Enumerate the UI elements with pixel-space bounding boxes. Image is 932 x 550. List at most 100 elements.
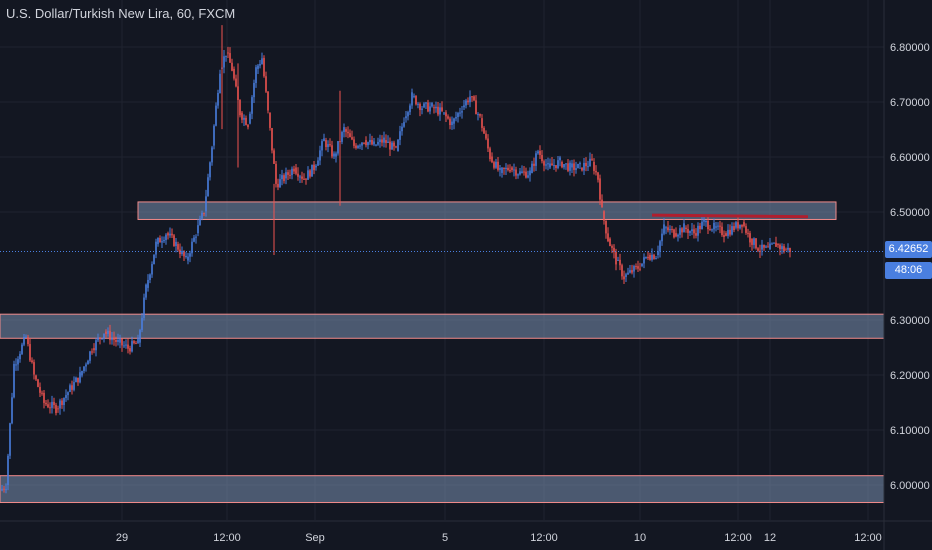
- candle-body: [383, 137, 385, 143]
- candle: [641, 263, 643, 268]
- candle-body: [709, 229, 711, 231]
- candle: [303, 173, 305, 181]
- candle: [549, 158, 551, 169]
- candle-body: [601, 199, 603, 208]
- candle-body: [485, 133, 487, 139]
- candle-body: [63, 397, 65, 405]
- candle-body: [503, 167, 505, 170]
- candle: [79, 366, 81, 384]
- candle: [531, 160, 533, 174]
- candle-body: [555, 165, 557, 168]
- candle: [411, 88, 413, 109]
- candle-body: [669, 228, 671, 231]
- candle-body: [481, 118, 483, 128]
- candle-body: [611, 246, 613, 248]
- candle-body: [205, 196, 207, 212]
- candle-body: [319, 150, 321, 161]
- candle-body: [121, 338, 123, 346]
- candle-body: [447, 116, 449, 119]
- candle-body: [483, 127, 485, 134]
- candle: [671, 225, 673, 233]
- candle: [51, 395, 53, 414]
- candle: [249, 111, 251, 125]
- candle-body: [397, 139, 399, 152]
- candle: [775, 236, 777, 247]
- candle: [307, 166, 309, 180]
- candle: [517, 173, 519, 179]
- candle: [447, 114, 449, 120]
- candle-body: [209, 162, 211, 178]
- candle: [663, 218, 665, 236]
- candle-body: [579, 163, 581, 165]
- candle-body: [51, 401, 53, 408]
- candle-body: [617, 259, 619, 261]
- candle-body: [315, 165, 317, 168]
- candle-body: [343, 127, 345, 133]
- candle-body: [513, 169, 515, 171]
- x-tick-label: 12: [764, 532, 776, 544]
- candle: [171, 228, 173, 239]
- candle: [675, 227, 677, 238]
- candle: [305, 178, 307, 185]
- candle-body: [667, 227, 669, 231]
- candle: [211, 145, 213, 166]
- candle-body: [569, 162, 571, 171]
- candle-body: [293, 168, 295, 172]
- candle: [555, 165, 557, 172]
- candle-body: [719, 225, 721, 227]
- candle: [757, 247, 759, 253]
- candle-body: [49, 407, 51, 409]
- candle-body: [367, 142, 369, 146]
- candle-body: [537, 151, 539, 154]
- candle-body: [549, 163, 551, 168]
- candle-body: [533, 163, 535, 166]
- candle: [777, 243, 779, 248]
- candle: [87, 359, 89, 365]
- candle: [217, 89, 219, 109]
- candle-body: [85, 364, 87, 367]
- candle: [733, 222, 735, 233]
- candle-body: [95, 340, 97, 351]
- candle-body: [703, 219, 705, 222]
- candle: [469, 90, 471, 108]
- candle: [25, 334, 27, 338]
- candle: [589, 152, 591, 167]
- candle: [197, 219, 199, 237]
- candle-body: [279, 179, 281, 188]
- candle: [403, 117, 405, 128]
- candle: [33, 359, 35, 380]
- candle: [693, 224, 695, 239]
- candle-body: [247, 124, 249, 128]
- candle: [27, 334, 29, 347]
- candle-body: [433, 107, 435, 109]
- candle-body: [363, 142, 365, 144]
- candle-body: [773, 242, 775, 244]
- candle: [329, 138, 331, 147]
- candle: [77, 377, 79, 386]
- candle-body: [763, 244, 765, 248]
- candle: [23, 334, 25, 347]
- candle-body: [41, 392, 43, 394]
- candle-body: [97, 337, 99, 341]
- candle-body: [219, 73, 221, 93]
- candle: [133, 339, 135, 345]
- candle: [45, 399, 47, 407]
- candle-body: [341, 132, 343, 142]
- candle: [93, 343, 95, 354]
- candle: [111, 332, 113, 345]
- candle: [715, 222, 717, 232]
- candle-body: [779, 244, 781, 250]
- candle-body: [53, 401, 55, 405]
- candle: [729, 224, 731, 237]
- candle-body: [333, 153, 335, 157]
- candle-body: [623, 276, 625, 280]
- candle: [19, 351, 21, 363]
- candle: [731, 222, 733, 236]
- candle-body: [595, 170, 597, 173]
- candle: [351, 130, 353, 141]
- candle: [437, 102, 439, 117]
- candle: [669, 225, 671, 235]
- candle-body: [459, 112, 461, 114]
